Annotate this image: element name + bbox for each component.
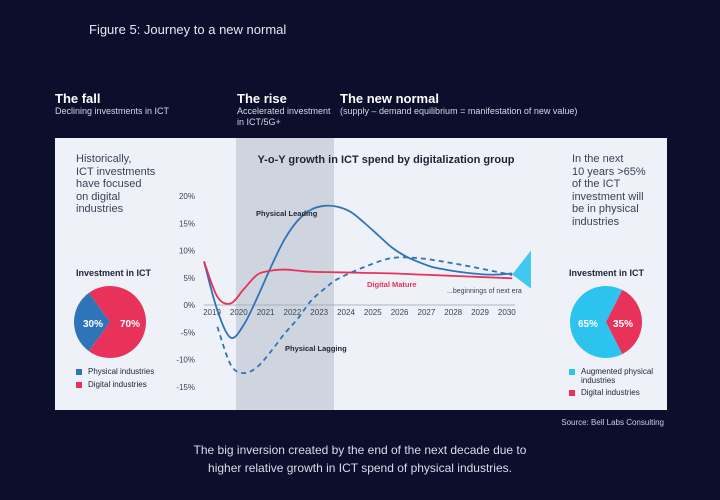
right-pie-label-digital: 35% (613, 319, 633, 330)
left-pie-slice-digital (88, 286, 146, 358)
legend-label: Digital industries (581, 388, 640, 397)
y-tick-label: 5% (183, 274, 195, 283)
x-tick-label: 2030 (498, 308, 516, 317)
legend-swatch (569, 369, 575, 375)
series-label-physical-leading: Physical Leading (256, 209, 318, 218)
right-note-line: investment will (572, 190, 644, 203)
legend-item: Augmented physical industries (569, 367, 664, 385)
right-note-line: In the next (572, 153, 624, 165)
series-label-physical-lagging: Physical Lagging (285, 344, 347, 353)
right-pie-slice-digital (606, 289, 642, 355)
right-pie-legend: Augmented physical industries Digital in… (569, 367, 664, 397)
x-tick-label: 2023 (310, 308, 328, 317)
legend-label: Digital industries (88, 380, 147, 389)
right-pie-label-augmented-physical: 65% (578, 319, 598, 330)
right-pie: 65% 35% (570, 286, 642, 358)
x-tick-label: 2020 (230, 308, 248, 317)
x-tick-label: 2026 (391, 308, 409, 317)
legend-item: Digital industries (569, 388, 664, 397)
phase-rise-title: The rise (237, 91, 287, 106)
left-note-line: Historically, (76, 153, 132, 165)
source-note: Source: Bell Labs Consulting (561, 418, 664, 427)
left-note-line: on digital (76, 190, 121, 203)
left-pie-title: Investment in ICT (76, 268, 152, 278)
x-tick-label: 2029 (471, 308, 489, 317)
chart-title: Y-o-Y growth in ICT spend by digitalizat… (257, 154, 515, 166)
legend-label: Augmented physical industries (581, 367, 654, 385)
right-note: In the next 10 years >65% of the ICT inv… (572, 153, 646, 228)
left-pie-slice-physical (74, 292, 110, 352)
x-tick-label: 2021 (257, 308, 275, 317)
legend-swatch (569, 390, 575, 396)
series-line-physical-lagging (216, 256, 513, 375)
legend-item: Physical industries (76, 367, 154, 376)
series-line-physical-leading (203, 204, 513, 339)
phase-new-normal-subtitle: (supply – demand equilibrium = manifesta… (340, 106, 578, 116)
x-tick-label: 2024 (337, 308, 355, 317)
x-tick-label: 2025 (364, 308, 382, 317)
caption-line: higher relative growth in ICT spend of p… (208, 461, 512, 475)
legend-item: Digital industries (76, 380, 154, 389)
annotation-next-era: ...beginnings of next era (447, 288, 522, 295)
right-pie-slice-augmented-physical (570, 286, 623, 358)
y-tick-label: 10% (179, 247, 195, 256)
y-tick-label: -5% (181, 328, 195, 337)
future-wedge (512, 250, 531, 289)
y-tick-label: 15% (179, 219, 195, 228)
y-tick-label: 20% (179, 192, 195, 201)
legend-swatch (76, 382, 82, 388)
figure-title: Figure 5: Journey to a new normal (89, 22, 287, 37)
phase-rise-subtitle-1: Accelerated investment (237, 106, 331, 116)
caption: The big inversion created by the end of … (0, 441, 720, 477)
x-tick-label: 2027 (418, 308, 436, 317)
y-tick-label: -10% (176, 356, 195, 365)
series-line-digital-mature (203, 261, 513, 305)
series-label-digital-mature: Digital Mature (367, 280, 417, 289)
legend-label: Physical industries (88, 367, 155, 376)
right-note-line: industries (572, 215, 620, 228)
x-tick-label: 2022 (284, 308, 302, 317)
left-pie-label-digital: 70% (120, 319, 140, 330)
left-pie-label-physical: 30% (83, 319, 103, 330)
y-tick-label: -15% (176, 383, 195, 392)
rise-phase-band (236, 138, 334, 410)
right-pie-title: Investment in ICT (569, 268, 645, 278)
x-tick-label: 2028 (444, 308, 462, 317)
y-tick-label: 0% (183, 301, 195, 310)
chart-panel (55, 138, 667, 410)
legend-swatch (76, 369, 82, 375)
right-note-line: 10 years >65% (572, 165, 646, 178)
right-note-line: of the ICT (572, 178, 621, 190)
phase-fall-subtitle: Declining investments in ICT (55, 106, 170, 116)
left-note: Historically, ICT investments have focus… (76, 153, 155, 216)
phase-fall-title: The fall (55, 91, 101, 106)
right-note-line: be in physical (572, 203, 639, 215)
left-note-line: have focused (76, 178, 142, 190)
phase-new-normal-title: The new normal (340, 91, 439, 106)
phase-rise-subtitle-2: in ICT/5G+ (237, 117, 281, 127)
x-tick-label: 2019 (203, 308, 221, 317)
left-pie: 30% 70% (74, 286, 146, 358)
left-pie-legend: Physical industries Digital industries (76, 367, 154, 389)
left-note-line: industries (76, 203, 124, 215)
caption-line: The big inversion created by the end of … (193, 443, 527, 457)
left-note-line: ICT investments (76, 165, 156, 178)
